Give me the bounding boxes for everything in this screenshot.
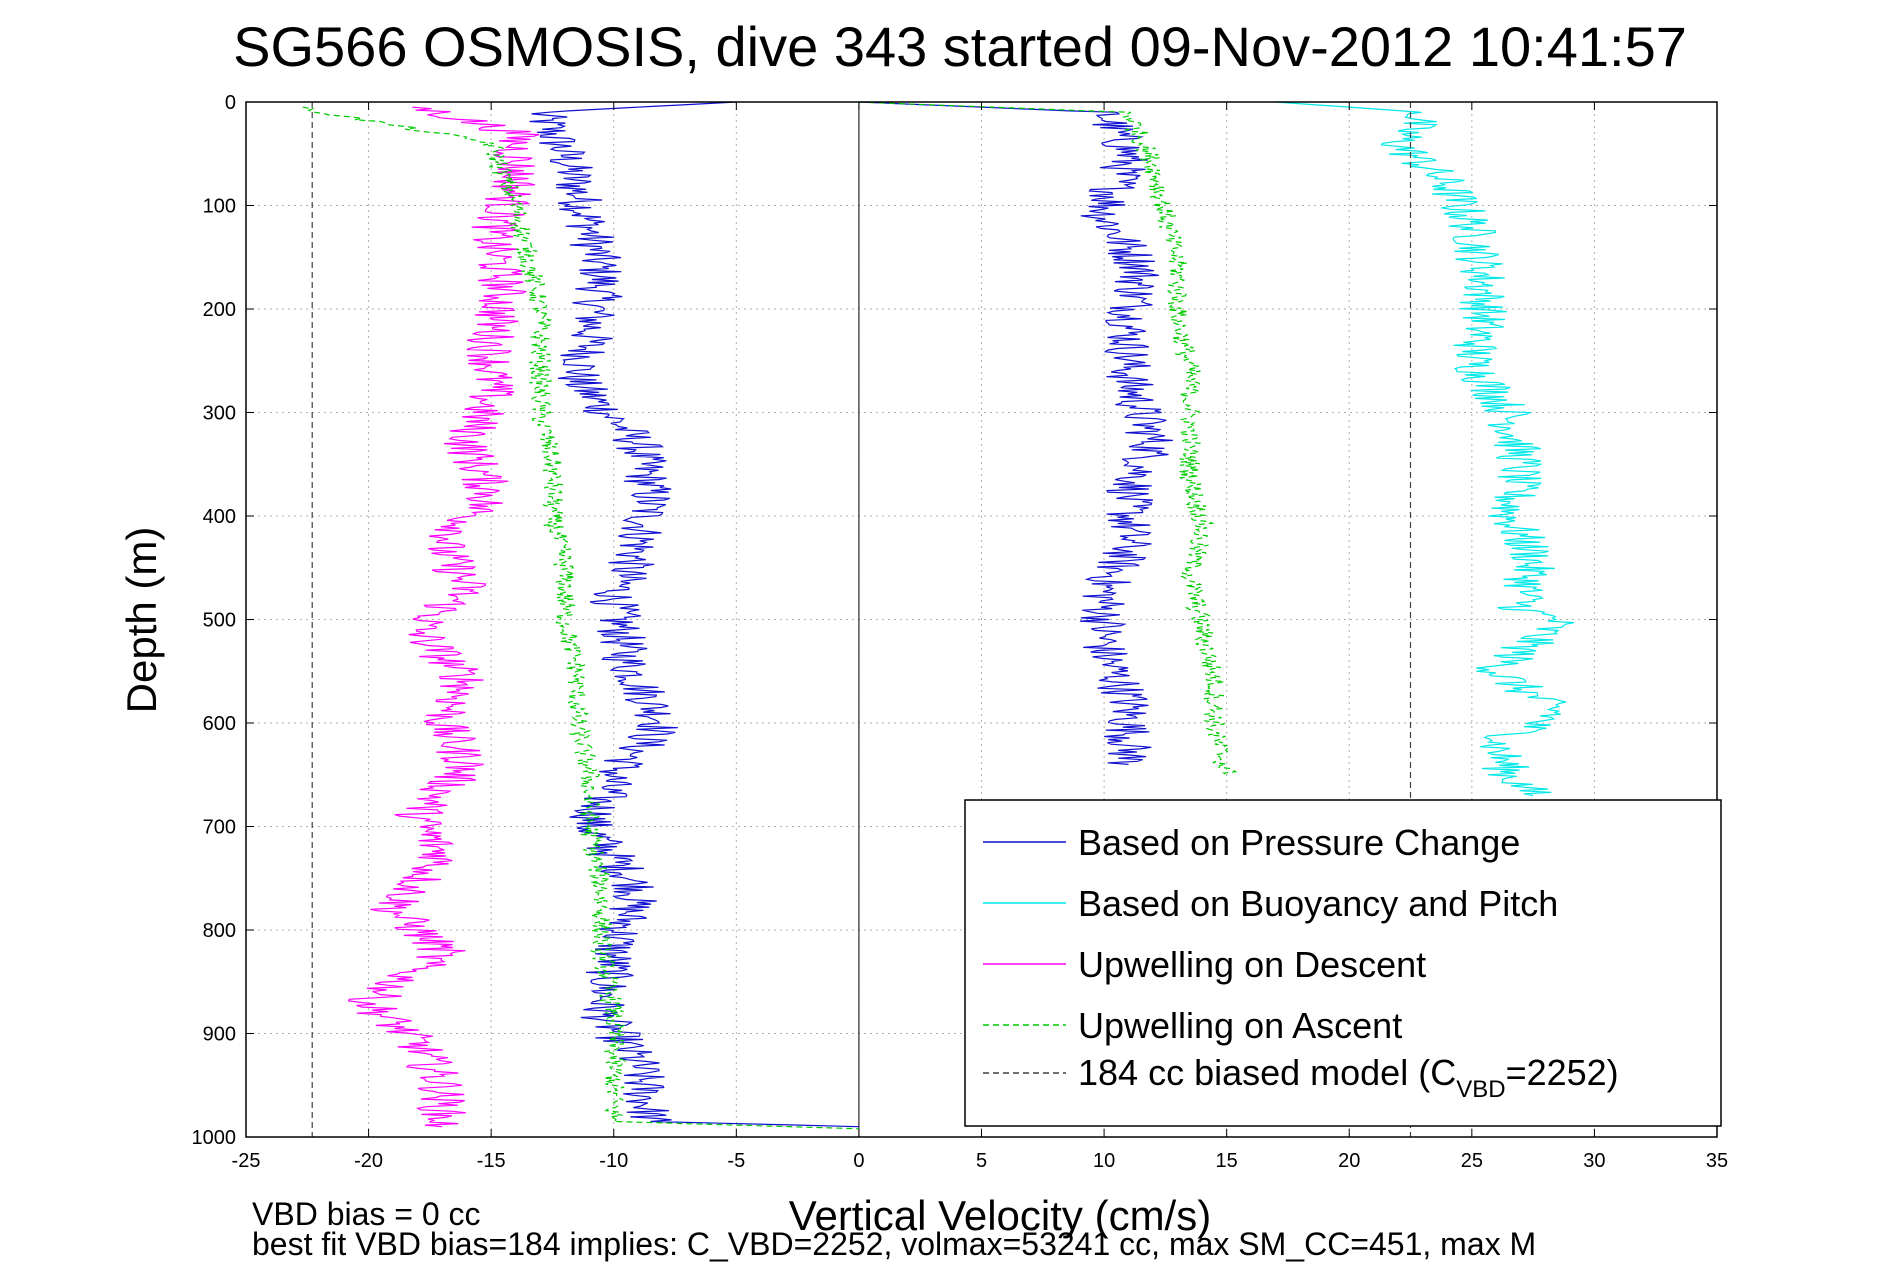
legend-label-pressure: Based on Pressure Change	[1078, 822, 1520, 863]
series-line-0-branch-1	[858, 101, 1173, 765]
legend-label-buoyancy: Based on Buoyancy and Pitch	[1078, 883, 1558, 924]
series-line-3-branch-1	[858, 101, 1238, 776]
legend: Based on Pressure Change Based on Buoyan…	[964, 799, 1722, 1127]
series-line-3-branch-0	[302, 106, 859, 1130]
x-tick-label: 30	[1583, 1150, 1605, 1172]
x-tick-label: 20	[1338, 1150, 1360, 1172]
y-tick-label: 500	[203, 610, 236, 632]
y-tick-label: 1000	[192, 1127, 237, 1149]
legend-model-subscript: VBD	[1456, 1076, 1505, 1103]
y-tick-label: 100	[203, 196, 236, 218]
y-tick-label: 400	[203, 506, 236, 528]
x-axis-ticks: -25 -20 -15 -10 -5 0 5 10 15 20 25 30 35	[232, 102, 1728, 1172]
legend-label-model: 184 cc biased model (CVBD=2252)	[1078, 1052, 1619, 1103]
y-tick-label: 0	[225, 92, 236, 114]
series-line-1-branch-0	[1275, 101, 1575, 797]
y-tick-label: 800	[203, 920, 236, 942]
x-tick-label: 15	[1216, 1150, 1238, 1172]
legend-label-ascent: Upwelling on Ascent	[1078, 1005, 1402, 1046]
x-tick-label: -25	[232, 1150, 261, 1172]
y-tick-label: 700	[203, 817, 236, 839]
legend-model-suffix: =2252)	[1506, 1052, 1619, 1093]
chart-title: SG566 OSMOSIS, dive 343 started 09-Nov-2…	[233, 15, 1687, 78]
series-line-0-branch-0	[529, 101, 859, 1128]
y-tick-label: 600	[203, 713, 236, 735]
y-axis-label: Depth (m)	[118, 527, 165, 714]
footnote-vbd-bias: VBD bias = 0 cc	[252, 1196, 481, 1232]
y-tick-label: 300	[203, 403, 236, 425]
legend-label-descent: Upwelling on Descent	[1078, 944, 1426, 985]
legend-model-prefix: 184 cc biased model (C	[1078, 1052, 1456, 1093]
x-tick-label: 10	[1093, 1150, 1115, 1172]
legend-box	[964, 799, 1722, 1127]
x-axis-label: Vertical Velocity (cm/s)	[789, 1192, 1211, 1239]
x-tick-label: -10	[599, 1150, 628, 1172]
x-tick-label: 0	[853, 1150, 864, 1172]
x-tick-label: -20	[354, 1150, 383, 1172]
footnote-best-fit: best fit VBD bias=184 implies: C_VBD=225…	[252, 1226, 1536, 1262]
y-tick-label: 900	[203, 1024, 236, 1046]
y-tick-label: 200	[203, 299, 236, 321]
series-line-2-branch-0	[347, 106, 540, 1128]
x-tick-label: 25	[1461, 1150, 1483, 1172]
x-tick-label: -15	[477, 1150, 506, 1172]
y-axis-ticks: 0 100 200 300 400 500 600 700 800 900 1000	[192, 92, 1717, 1149]
x-tick-label: 5	[976, 1150, 987, 1172]
x-tick-label: 35	[1706, 1150, 1728, 1172]
x-tick-label: -5	[727, 1150, 745, 1172]
